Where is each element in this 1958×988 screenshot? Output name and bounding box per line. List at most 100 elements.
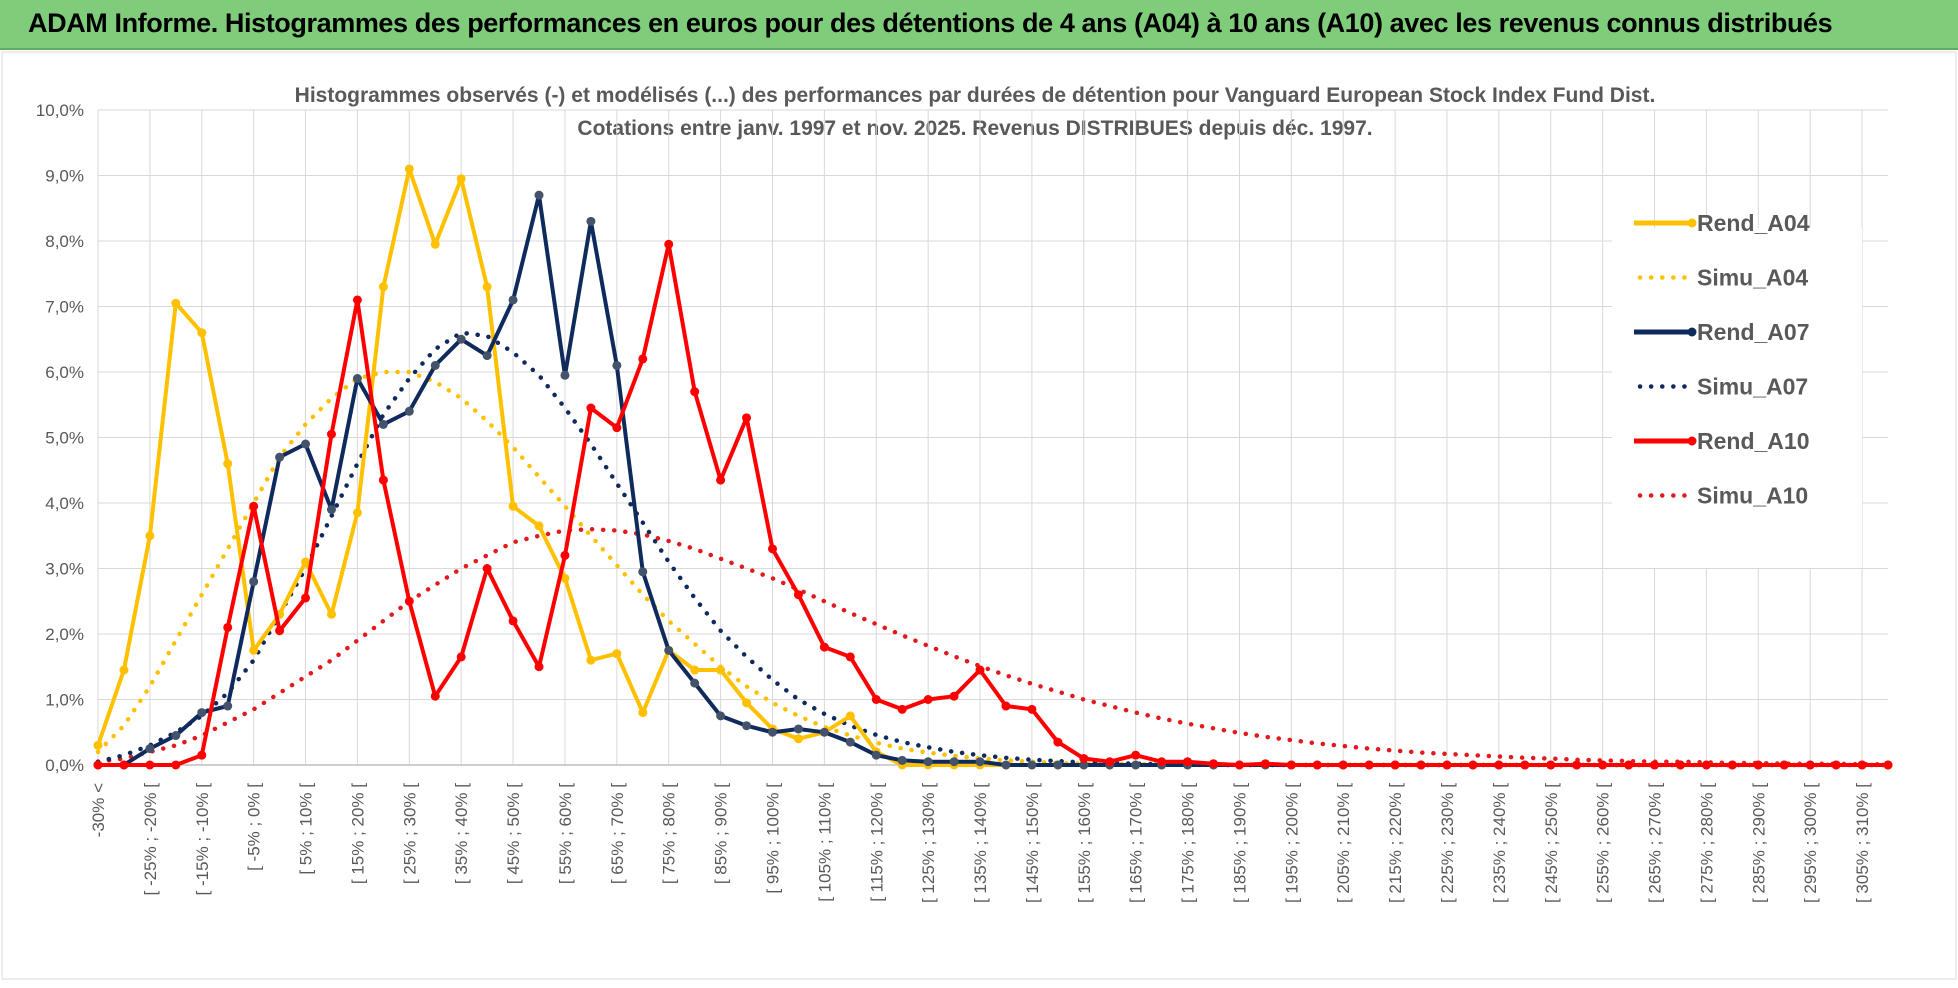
- data-point: [716, 475, 726, 485]
- legend-label: Rend_A10: [1697, 428, 1809, 454]
- data-point: [1053, 760, 1063, 770]
- data-point: [1390, 760, 1400, 770]
- data-point: [223, 701, 233, 711]
- data-point: [1416, 760, 1426, 770]
- data-point: [1001, 701, 1011, 711]
- data-point: [326, 609, 336, 619]
- x-axis: -30% < [ -25% ; -20% [[ -15% ; -10% [[ -5…: [89, 783, 1872, 903]
- data-point: [456, 334, 466, 344]
- x-tick-label: [ 75% ; 80% [: [660, 783, 679, 884]
- legend-label: Simu_A07: [1697, 374, 1808, 400]
- data-point: [171, 298, 181, 308]
- data-point: [119, 760, 129, 770]
- data-point: [586, 655, 596, 665]
- data-point: [534, 521, 544, 531]
- chart-frame: Histogrammes observés (-) et modélisés (…: [0, 50, 1958, 983]
- data-point: [690, 665, 700, 675]
- x-tick-label: -30% <: [89, 783, 108, 837]
- title-banner: ADAM Informe. Histogrammes des performan…: [0, 0, 1958, 50]
- x-tick-label: [ 255% ; 260% [: [1594, 783, 1613, 903]
- data-point: [301, 593, 311, 603]
- data-point: [249, 501, 259, 511]
- legend-marker: [1687, 327, 1697, 337]
- data-point: [793, 724, 803, 734]
- x-tick-label: [ 25% ; 30% [: [400, 783, 419, 884]
- data-point: [1312, 760, 1322, 770]
- x-tick-label: [ 145% ; 150% [: [1023, 783, 1042, 903]
- data-point: [534, 190, 544, 200]
- data-point: [1131, 750, 1141, 760]
- x-tick-label: [ 15% ; 20% [: [348, 783, 367, 884]
- data-point: [1546, 760, 1556, 770]
- x-tick-label: [ 95% ; 100% [: [763, 783, 782, 894]
- data-point: [352, 508, 362, 518]
- data-point: [612, 423, 622, 433]
- data-point: [845, 737, 855, 747]
- data-point: [871, 695, 881, 704]
- x-tick-label: [ 175% ; 180% [: [1179, 783, 1198, 903]
- series-line: [95, 526, 1891, 767]
- data-point: [1027, 760, 1037, 770]
- x-tick-label: [ 275% ; 280% [: [1697, 783, 1716, 903]
- y-tick-label: 0,0%: [45, 756, 84, 775]
- x-tick-label: [ 105% ; 110% [: [815, 783, 834, 902]
- data-point: [508, 616, 518, 626]
- x-tick-label: [ -25% ; -20% [: [141, 783, 160, 896]
- data-point: [223, 622, 233, 632]
- y-tick-label: 1,0%: [45, 691, 84, 710]
- x-tick-label: [ 115% ; 120% [: [867, 783, 886, 902]
- series-simu-a10: [95, 526, 1891, 767]
- data-point: [1805, 760, 1815, 770]
- x-tick-label: [ 295% ; 300% [: [1801, 783, 1820, 903]
- chart-subtitle: Cotations entre janv. 1997 et nov. 2025.…: [577, 117, 1372, 140]
- data-point: [1624, 760, 1634, 770]
- data-point: [742, 721, 752, 731]
- data-point: [1027, 704, 1037, 714]
- series-rend-a10: [93, 239, 1893, 770]
- x-tick-label: [ 85% ; 90% [: [712, 783, 731, 884]
- legend-background: [1612, 228, 1862, 568]
- data-point: [430, 691, 440, 701]
- data-point: [1779, 760, 1789, 770]
- data-point: [145, 760, 155, 770]
- x-tick-label: [ -15% ; -10% [: [193, 783, 212, 896]
- y-tick-label: 8,0%: [45, 232, 84, 251]
- data-point: [249, 645, 259, 655]
- data-point: [1675, 760, 1685, 770]
- data-point: [93, 760, 103, 770]
- data-point: [197, 708, 207, 718]
- data-point: [664, 239, 674, 249]
- legend-label: Rend_A04: [1697, 210, 1810, 236]
- data-point: [1183, 757, 1193, 767]
- legend: Rend_A04 Simu_A04 Rend_A07 Simu_A07 Rend_A10…: [1612, 210, 1862, 568]
- data-point: [1234, 760, 1244, 770]
- data-point: [845, 711, 855, 721]
- x-tick-label: [ 265% ; 270% [: [1646, 783, 1665, 903]
- x-tick-label: [ 235% ; 240% [: [1490, 783, 1509, 903]
- data-point: [119, 665, 129, 675]
- data-point: [404, 406, 414, 416]
- data-point: [1286, 760, 1296, 770]
- data-point: [93, 740, 103, 750]
- data-point: [534, 662, 544, 672]
- data-point: [975, 757, 985, 767]
- legend-marker: [1687, 436, 1697, 446]
- data-point: [508, 501, 518, 511]
- data-point: [767, 727, 777, 737]
- data-point: [171, 731, 181, 741]
- data-point: [819, 727, 829, 737]
- report-title: ADAM Informe. Histogrammes des performan…: [28, 8, 1833, 38]
- data-point: [923, 695, 933, 704]
- y-tick-label: 5,0%: [45, 429, 84, 448]
- x-tick-label: [ 285% ; 290% [: [1749, 783, 1768, 903]
- data-point: [586, 403, 596, 413]
- x-tick-label: [ 45% ; 50% [: [504, 783, 523, 884]
- data-point: [1209, 759, 1219, 769]
- data-point: [560, 550, 570, 560]
- data-point: [767, 544, 777, 554]
- data-point: [378, 282, 388, 292]
- data-point: [897, 755, 907, 765]
- data-point: [171, 760, 181, 770]
- data-point: [404, 596, 414, 606]
- y-tick-label: 10,0%: [36, 101, 84, 120]
